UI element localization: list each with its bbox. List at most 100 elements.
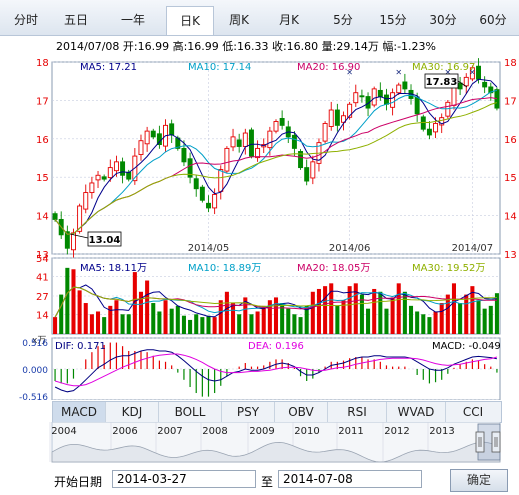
price-x-tick: 2014/06	[329, 243, 371, 254]
volume-bar	[126, 314, 131, 334]
price-y-tick-right: 14	[504, 212, 517, 223]
candle	[334, 103, 340, 132]
candle	[359, 89, 365, 103]
indicator-tab-obv[interactable]: OBV	[275, 402, 328, 422]
candle	[291, 131, 297, 157]
volume-bar	[157, 311, 162, 334]
event-marker-icon: ✕	[469, 68, 476, 77]
volume-bar	[169, 308, 174, 334]
volume-ma-lines	[54, 284, 498, 318]
tab-fenshi[interactable]: 分时	[13, 13, 38, 27]
volume-bar	[464, 294, 469, 334]
candle	[273, 119, 279, 134]
date-range-bar: 开始日期 至 确定	[0, 468, 519, 495]
candle-body	[206, 202, 211, 209]
start-date-input[interactable]	[112, 470, 256, 488]
volume-ma-legend-item: MA30: 19.52万	[412, 263, 485, 274]
candle	[150, 128, 156, 140]
tab-30min[interactable]: 30分	[429, 13, 457, 27]
indicator-tab-boll[interactable]: BOLL	[159, 402, 222, 422]
candle	[212, 188, 218, 215]
volume-bar	[476, 300, 481, 334]
indicator-tab-wvad[interactable]: WVAD	[387, 402, 446, 422]
candle-body	[255, 147, 261, 159]
volume-ma-legend: MA5: 18.11万 MA10: 18.89万 MA20: 18.05万 MA30:…	[80, 263, 485, 274]
indicator-tab-rsi[interactable]: RSI	[328, 402, 387, 422]
macd-y-tick: 0.000	[22, 366, 48, 376]
candle-body	[193, 178, 199, 190]
volume-y-tick: 27	[36, 292, 49, 303]
volume-bar	[237, 314, 242, 334]
candle-body	[83, 192, 89, 210]
candle-body	[181, 147, 187, 163]
end-date-input[interactable]	[278, 470, 422, 488]
tab-5min[interactable]: 5分	[333, 13, 353, 27]
volume-bar	[482, 308, 487, 334]
candle	[402, 73, 408, 94]
candle	[341, 111, 346, 131]
candle	[89, 176, 95, 199]
candle-body	[359, 95, 365, 98]
volume-y-tick: 54	[36, 254, 49, 265]
candle-body	[420, 116, 426, 130]
volume-bar	[59, 294, 64, 334]
overview-left-handle[interactable]	[475, 431, 485, 453]
volume-panel: 14 27 41 54 MA5: 18.11万 MA10: 18.89万 MA20: 18…	[32, 254, 501, 346]
tab-five-day[interactable]: 五日	[63, 13, 88, 27]
volume-bar	[415, 311, 420, 334]
overview-year-label: 2009	[249, 426, 274, 437]
indicator-tab-cci[interactable]: CCI	[462, 405, 484, 419]
tab-one-year[interactable]: 一年	[120, 13, 145, 27]
confirm-button[interactable]: 确定	[450, 469, 508, 492]
volume-bar	[323, 286, 328, 334]
volume-bar	[255, 311, 260, 334]
volume-bar	[329, 283, 334, 334]
candle	[236, 133, 242, 153]
candle-body	[248, 129, 254, 157]
candle-body	[230, 136, 236, 148]
tab-daily-k[interactable]: 日K	[166, 6, 214, 35]
tab-monthly-k[interactable]: 月K	[279, 13, 299, 27]
price-ma30-line	[54, 102, 498, 235]
candle-body	[396, 84, 402, 94]
indicator-tab-kdj[interactable]: KDJ	[106, 402, 159, 422]
overview-year-label: 2007	[157, 426, 182, 437]
history-overview[interactable]: 2004 2006 2007 2008 2009 2010 2011 2012 2013	[0, 422, 519, 466]
volume-bar	[120, 314, 125, 334]
tab-60min[interactable]: 60分	[479, 13, 507, 27]
candle	[230, 128, 236, 152]
candle-body	[433, 122, 439, 133]
macd-y-tick: 0.516	[22, 339, 48, 349]
candles	[52, 58, 500, 258]
price-ma-legend-item: MA10: 17.14	[188, 62, 251, 73]
candle-body	[291, 134, 297, 149]
price-y-tick-left: 15	[36, 173, 49, 184]
indicator-tab-macd[interactable]: MACD	[53, 402, 106, 422]
volume-bar	[102, 317, 107, 334]
candle-body	[414, 96, 420, 115]
candle-body	[224, 147, 230, 172]
candle	[138, 134, 144, 161]
indicator-tab-psy[interactable]: PSY	[222, 402, 275, 422]
volume-bar	[445, 294, 450, 334]
start-date-label: 开始日期	[54, 475, 103, 489]
overview-right-handle[interactable]	[491, 431, 501, 453]
tab-weekly-k[interactable]: 周K	[229, 13, 249, 27]
period-tab-bar: 分时 五日 一年 日K 周K 月K 5分 15分 30分 60分	[0, 0, 519, 36]
macd-legend-item: DIF: 0.171	[55, 341, 106, 352]
candle-body	[445, 101, 451, 117]
candle-body	[328, 109, 334, 127]
price-y-ticks: 13 13 14 14 15 15 16 16 17 17 18 18	[36, 58, 517, 261]
price-grid	[52, 61, 500, 255]
volume-bar	[408, 305, 414, 334]
volume-bar	[206, 315, 211, 334]
overview-year-label: 2010	[294, 426, 319, 437]
price-x-ticks: 2014/05 2014/06 2014/07	[188, 243, 493, 254]
tab-15min[interactable]: 15分	[379, 13, 407, 27]
candle	[120, 157, 126, 184]
candle-body	[377, 89, 383, 98]
candle-body	[304, 167, 310, 182]
volume-unit-label: x万	[32, 336, 46, 346]
